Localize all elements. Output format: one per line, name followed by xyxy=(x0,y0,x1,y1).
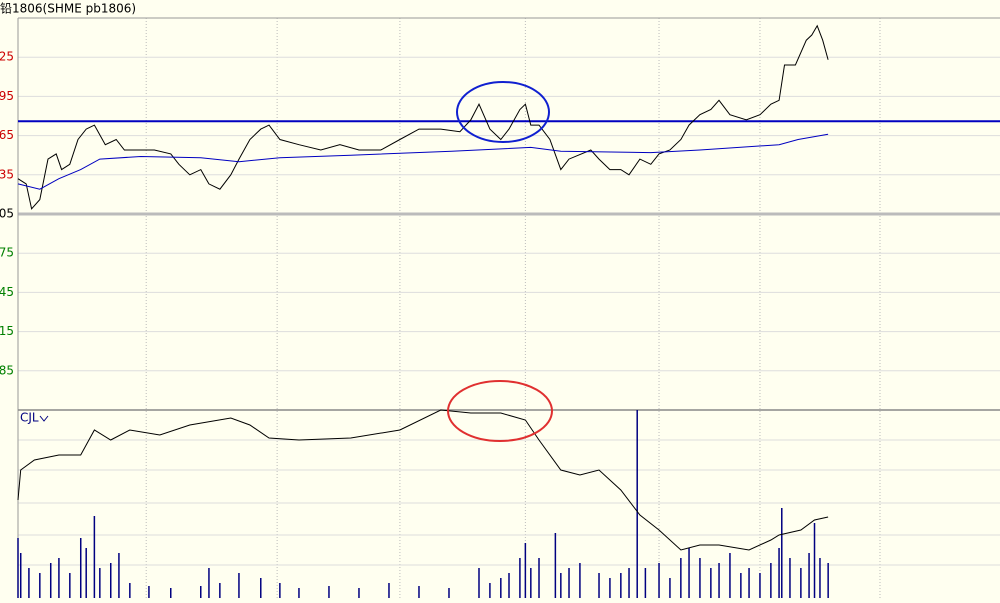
volume-bar xyxy=(813,523,816,598)
volume-bar xyxy=(530,568,532,598)
volume-bar xyxy=(170,588,172,598)
volume-bar xyxy=(740,573,742,598)
volume-bar xyxy=(827,563,829,598)
volume-bar xyxy=(238,573,240,598)
volume-bar xyxy=(358,588,360,598)
volume-bar xyxy=(554,533,557,598)
volume-bar xyxy=(669,578,671,598)
volume-bar xyxy=(388,583,390,598)
volume-bar xyxy=(800,568,802,598)
volume-bar xyxy=(748,568,750,598)
volume-bar xyxy=(118,553,120,598)
volume-bar xyxy=(58,558,60,598)
price-line xyxy=(17,24,829,210)
y-tick-label: 05 xyxy=(0,207,14,221)
y-tick-label: 45 xyxy=(0,285,14,299)
volume-bar xyxy=(710,568,712,598)
volume-bar xyxy=(219,583,221,598)
volume-bar xyxy=(418,586,420,598)
volume-bar xyxy=(538,558,540,598)
y-tick-label: 35 xyxy=(0,167,14,181)
volume-bar xyxy=(28,568,30,598)
volume-bar xyxy=(770,563,772,598)
volume-bar xyxy=(628,568,630,598)
volume-bar xyxy=(448,588,450,598)
volume-bar xyxy=(620,573,622,598)
volume-bar xyxy=(489,583,491,598)
volume-bar xyxy=(560,573,562,598)
volume-bar xyxy=(99,568,101,598)
volume-bar xyxy=(699,558,701,598)
chart-title: 铅1806(SHME pb1806) xyxy=(0,2,136,16)
volume-bar xyxy=(328,586,330,598)
volume-bar xyxy=(148,586,150,598)
volume-bar xyxy=(200,586,202,598)
volume-bar xyxy=(500,578,502,598)
y-tick-label: 65 xyxy=(0,128,14,142)
volume-bar xyxy=(680,558,682,598)
volume-bar xyxy=(85,548,87,598)
volume-bar xyxy=(17,538,19,598)
volume-bar xyxy=(778,548,780,598)
volume-bar xyxy=(39,573,41,598)
volume-bar xyxy=(129,583,131,598)
volume-bar xyxy=(279,583,281,598)
volume-bar xyxy=(208,568,210,598)
y-tick-label: 25 xyxy=(0,50,14,64)
volume-bar xyxy=(658,563,660,598)
volume-bar xyxy=(808,553,810,598)
volume-bar xyxy=(69,573,71,598)
volume-bar xyxy=(781,508,783,598)
panel-title[interactable]: CJL xyxy=(20,411,39,425)
grid xyxy=(18,18,1000,598)
volume-bar xyxy=(568,568,570,598)
volume-bar xyxy=(718,563,720,598)
annotation-circle xyxy=(456,81,550,143)
volume-bar xyxy=(579,563,581,598)
volume-bar xyxy=(79,538,82,598)
volume-bar xyxy=(109,563,112,598)
volume-bar xyxy=(524,543,527,598)
marks xyxy=(17,24,1000,598)
price-line xyxy=(17,133,829,190)
y-tick-label: 95 xyxy=(0,89,14,103)
volume-bar xyxy=(93,516,96,598)
volume-bar xyxy=(636,410,638,598)
dropdown-icon[interactable] xyxy=(39,415,49,422)
volume-bar xyxy=(789,558,791,598)
annotation-circle xyxy=(447,380,553,442)
open-interest-line xyxy=(17,409,829,551)
volume-bar xyxy=(644,568,647,598)
y-tick-label: 75 xyxy=(0,246,14,260)
volume-bar xyxy=(688,548,690,598)
volume-bar xyxy=(478,568,480,598)
volume-bar xyxy=(598,573,600,598)
volume-bar xyxy=(759,573,761,598)
volume-bar xyxy=(260,578,262,598)
volume-bar xyxy=(508,573,510,598)
volume-bar xyxy=(729,553,731,598)
y-tick-label: 85 xyxy=(0,363,14,377)
volume-bar xyxy=(819,558,821,598)
volume-bar xyxy=(19,553,22,598)
volume-bar xyxy=(298,588,300,598)
volume-bar xyxy=(49,563,52,598)
volume-bar xyxy=(609,578,611,598)
volume-bar xyxy=(519,558,521,598)
y-tick-label: 15 xyxy=(0,324,14,338)
